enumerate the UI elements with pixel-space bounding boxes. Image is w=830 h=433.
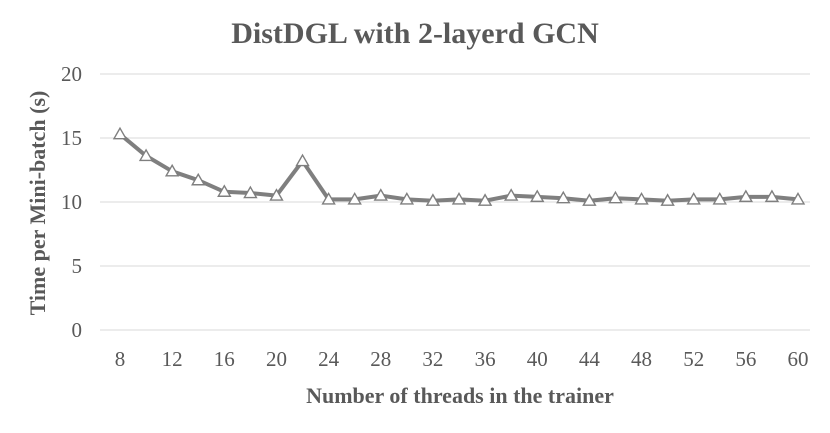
x-tick-label: 44 xyxy=(579,347,601,371)
chart-title: DistDGL with 2-layerd GCN xyxy=(231,17,599,50)
data-point-marker xyxy=(712,192,727,205)
x-tick-label: 40 xyxy=(527,347,548,371)
data-point-marker xyxy=(530,189,545,203)
data-point-marker xyxy=(738,189,754,203)
data-point-marker xyxy=(477,193,493,206)
data-point-marker xyxy=(112,126,128,140)
y-tick-label: 15 xyxy=(61,126,82,150)
y-tick-label: 10 xyxy=(61,190,82,214)
data-point-marker xyxy=(451,192,467,205)
y-tick-label: 5 xyxy=(72,254,83,278)
y-tick-label: 0 xyxy=(72,318,83,342)
data-point-marker xyxy=(608,190,623,204)
data-point-marker xyxy=(660,193,675,206)
x-tick-label: 20 xyxy=(266,347,287,371)
data-point-marker xyxy=(503,188,519,201)
data-point-marker xyxy=(399,192,415,205)
y-axis-title: Time per Mini-batch (s) xyxy=(25,91,50,316)
x-tick-label: 12 xyxy=(162,347,183,371)
x-tick-label: 24 xyxy=(318,347,340,371)
data-point-marker xyxy=(191,172,206,186)
data-point-marker xyxy=(217,184,232,197)
x-axis-title: Number of threads in the trainer xyxy=(306,383,614,408)
data-point-marker xyxy=(243,185,258,199)
x-axis-ticks: 8 12 16 20 24 28 32 36 40 44 48 52 56 60 xyxy=(115,347,809,371)
y-tick-label: 20 xyxy=(61,62,82,86)
x-tick-label: 60 xyxy=(788,347,809,371)
data-point-marker xyxy=(164,163,180,177)
y-axis-ticks: 0 5 10 15 20 xyxy=(61,62,82,342)
x-tick-label: 36 xyxy=(475,347,496,371)
series xyxy=(112,126,806,206)
x-tick-label: 48 xyxy=(631,347,652,371)
data-point-marker xyxy=(790,192,806,205)
data-point-marker xyxy=(764,189,780,203)
data-point-marker xyxy=(686,192,701,205)
x-tick-label: 16 xyxy=(214,347,235,371)
x-tick-label: 32 xyxy=(422,347,443,371)
x-tick-label: 52 xyxy=(683,347,704,371)
data-point-marker xyxy=(582,193,597,206)
data-point-marker xyxy=(634,192,649,205)
x-tick-label: 8 xyxy=(115,347,126,371)
x-tick-label: 56 xyxy=(735,347,756,371)
data-point-marker xyxy=(295,153,310,167)
data-point-marker xyxy=(138,148,154,162)
data-point-marker xyxy=(347,192,362,205)
data-point-marker xyxy=(425,193,441,206)
data-point-marker xyxy=(373,188,388,201)
data-point-marker xyxy=(321,192,336,205)
data-point-marker xyxy=(269,188,284,201)
data-point-marker xyxy=(556,190,571,204)
x-tick-label: 28 xyxy=(370,347,391,371)
